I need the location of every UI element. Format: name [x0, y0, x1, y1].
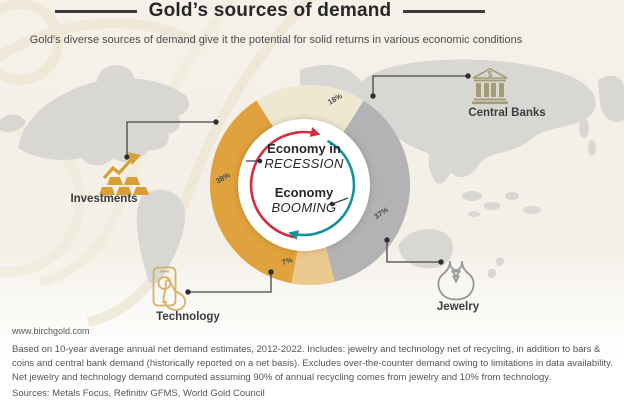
callout-label-technology: Technology: [156, 311, 220, 323]
connector-jewelry: [386, 240, 441, 263]
recession-label-line1: Economy in: [267, 141, 341, 156]
gold-bars-rising-arrow-icon: [99, 152, 149, 195]
connector-technology: [188, 272, 272, 293]
booming-label-line2: BOOMING: [271, 200, 337, 215]
booming-label-line1: Economy: [274, 185, 334, 200]
segment-label-jewelry: 37%: [372, 205, 390, 221]
website-url: www.birchgold.com: [12, 326, 90, 336]
necklace-icon: [437, 260, 475, 301]
svg-text:$: $: [488, 70, 493, 79]
callout-label-central-banks: Central Banks: [468, 107, 546, 119]
connector-central-banks: [372, 75, 468, 96]
bank-building-icon: $: [472, 68, 508, 105]
segment-label-investments: 38%: [214, 170, 232, 186]
page-subtitle: Gold's diverse sources of demand give it…: [29, 34, 523, 46]
methodology-note: Based on 10-year average annual net dema…: [12, 344, 613, 383]
smartphone-tap-icon: [152, 266, 187, 311]
header: Gold’s sources of demand: [0, 0, 540, 22]
callout-label-investments: Investments: [70, 193, 138, 205]
title-rule-left: [54, 9, 137, 13]
title-rule-right: [403, 9, 486, 13]
recession-label-line2: RECESSION: [264, 156, 344, 171]
segment-label-technology: 7%: [280, 255, 294, 267]
page-title: Gold’s sources of demand: [148, 0, 392, 21]
segment-label-central-banks: 18%: [326, 91, 344, 107]
sources-line: Sources: Metals Focus, Refinitiv GFMS, W…: [12, 388, 265, 399]
callout-label-jewelry: Jewelry: [436, 301, 480, 313]
economy-cycle-annotation: Economy in RECESSION Economy BOOMING: [234, 141, 374, 216]
